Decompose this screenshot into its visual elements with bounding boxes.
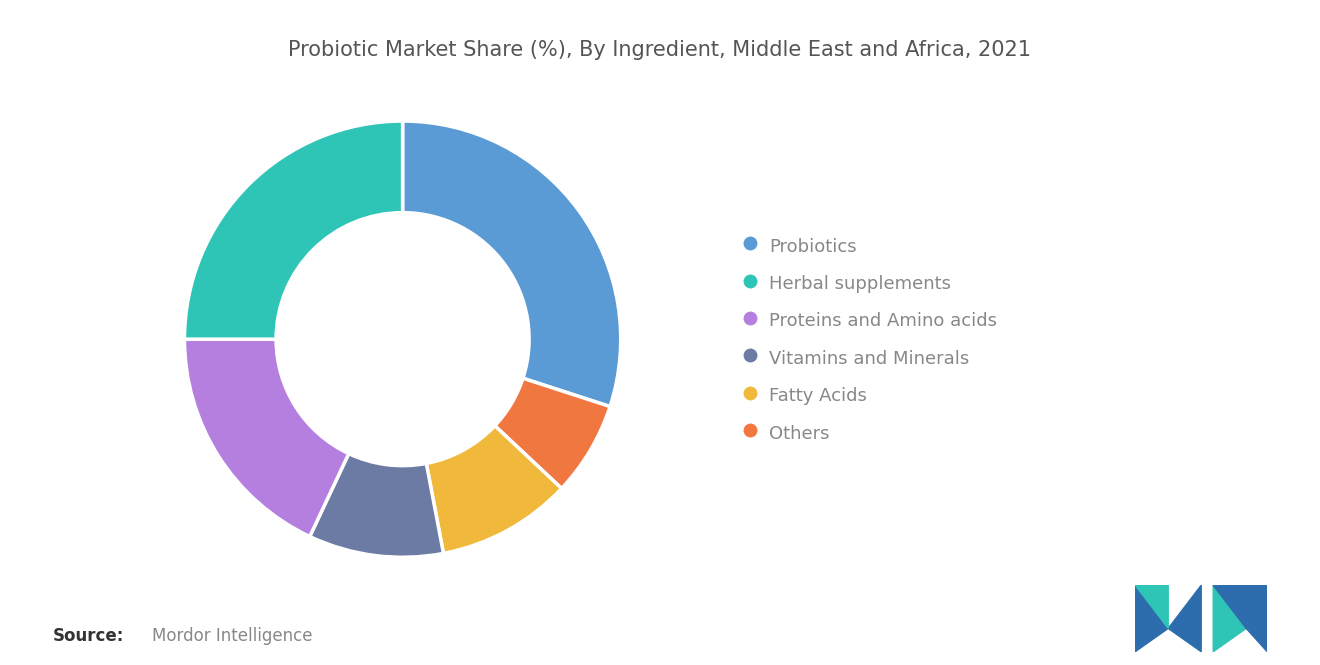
Polygon shape (1213, 585, 1246, 652)
Wedge shape (403, 121, 620, 406)
Polygon shape (1213, 585, 1267, 628)
Text: Mordor Intelligence: Mordor Intelligence (152, 627, 313, 645)
Text: Source:: Source: (53, 627, 124, 645)
Polygon shape (1246, 585, 1267, 652)
Polygon shape (1135, 585, 1168, 652)
Wedge shape (426, 426, 561, 553)
Polygon shape (1168, 585, 1201, 652)
Wedge shape (185, 339, 348, 537)
Polygon shape (1135, 585, 1168, 628)
Wedge shape (310, 454, 444, 557)
Text: Probiotic Market Share (%), By Ingredient, Middle East and Africa, 2021: Probiotic Market Share (%), By Ingredien… (289, 40, 1031, 60)
Legend: Probiotics, Herbal supplements, Proteins and Amino acids, Vitamins and Minerals,: Probiotics, Herbal supplements, Proteins… (727, 217, 1015, 462)
Wedge shape (495, 378, 610, 489)
Wedge shape (185, 121, 403, 339)
